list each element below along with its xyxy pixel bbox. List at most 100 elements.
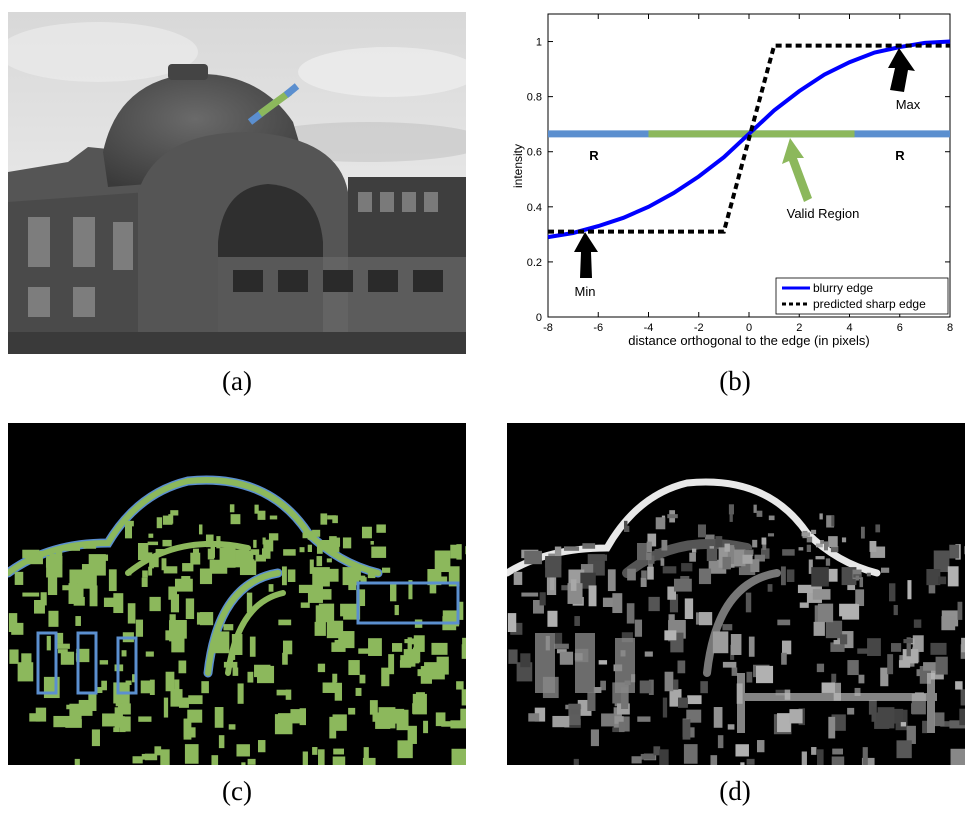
edge-fragment (660, 558, 665, 566)
edge-fragment (378, 707, 396, 729)
edge-fragment (697, 524, 706, 538)
edge-fragment (348, 660, 360, 676)
edge-fragment (367, 572, 376, 579)
edge-fragment (831, 515, 835, 527)
edge-fragment (507, 613, 517, 633)
edge-fragment (554, 643, 569, 649)
edge-fragment (646, 541, 652, 553)
edge-fragment (458, 601, 464, 620)
edge-fragment (269, 515, 278, 520)
edge-fragment (623, 525, 630, 533)
edge-fragment (667, 514, 678, 519)
edge-fragment (450, 544, 461, 559)
edge-fragment (896, 740, 912, 759)
photo-panel-a (8, 12, 466, 354)
min-arrow (574, 232, 598, 278)
edge-fragment (626, 603, 635, 624)
edge-fragment (91, 554, 109, 561)
edge-fragment (329, 716, 337, 739)
edge-fragment (521, 592, 539, 597)
x-tick-label: -2 (694, 322, 704, 334)
edge-fragment (322, 682, 337, 693)
edge-fragment (429, 580, 437, 594)
edge-fragment (777, 619, 791, 626)
edge-fragment (211, 755, 219, 765)
edge-fragment (880, 667, 889, 687)
r-label-left: R (589, 148, 599, 163)
edge-fragment (427, 569, 442, 586)
edge-fragment (327, 515, 336, 520)
edge-fragment (243, 554, 254, 562)
edge-fragment (780, 566, 786, 586)
edge-fragment (399, 660, 412, 668)
edge-fragment (858, 674, 865, 684)
edge-fragment (618, 721, 625, 733)
edge-fragment (125, 520, 134, 527)
edge-fragment (841, 537, 847, 543)
edge-fragment (813, 621, 825, 636)
edge-fragment (408, 580, 413, 600)
edge-fragment (524, 550, 542, 565)
edge-fragment (241, 762, 246, 765)
edge-fragment (828, 536, 838, 548)
edge-fragment (609, 716, 624, 724)
edge-fragment (110, 716, 125, 724)
edge-fragment (673, 578, 692, 592)
edge-fragment (727, 724, 735, 730)
edge-fragment (574, 616, 580, 626)
edge-fragment (8, 613, 18, 633)
edge-fragment (691, 548, 697, 553)
edge-fragment (332, 515, 338, 524)
edge-fragment (698, 568, 712, 585)
edge-fragment (283, 549, 296, 556)
edge-fragment (930, 642, 947, 655)
edge-fragment (147, 552, 153, 560)
edge-fragment (332, 673, 338, 683)
edge-fragment (510, 622, 523, 635)
edge-fragment (309, 559, 314, 574)
edge-fragment (798, 547, 804, 551)
edge-fragment (122, 687, 130, 710)
edge-fragment (867, 638, 881, 656)
edge-fragment (40, 592, 47, 606)
edge-fragment (957, 601, 963, 620)
edge-fragment (285, 689, 292, 700)
edge-fragment (808, 559, 813, 574)
edge-fragment (113, 593, 124, 614)
edge-fragment (207, 548, 215, 560)
edge-fragment (688, 727, 695, 738)
edge-fragment (88, 692, 97, 711)
edge-fragment (698, 612, 713, 626)
edge-fragment (854, 687, 861, 696)
caption-a: (a) (222, 366, 252, 396)
edge-fragment (394, 604, 399, 616)
plot-area (547, 13, 951, 318)
edge-fragment (299, 547, 305, 553)
edge-fragment (746, 758, 755, 765)
edge-fragment (816, 663, 825, 673)
edge-fragment (508, 649, 518, 664)
edge-fragment (189, 727, 196, 738)
edge-fragment (677, 660, 686, 674)
edge-fragment (329, 536, 337, 547)
edge-fragment (436, 656, 449, 675)
edge-fragment (947, 566, 959, 587)
edge-fragment (326, 558, 332, 563)
edge-fragment (654, 548, 664, 561)
edge-fragment (761, 537, 767, 545)
edge-fragment (934, 712, 945, 727)
edge-fragment (331, 545, 340, 553)
edge-fragment (715, 536, 723, 548)
edge-fragment (744, 550, 754, 557)
edge-fragment (407, 637, 412, 657)
edge-fragment (232, 667, 239, 676)
edge-fragment (811, 747, 817, 755)
edge-fragment (653, 746, 661, 756)
edge-fragment (722, 624, 733, 631)
edge-fragment (313, 589, 332, 600)
edge-fragment (859, 577, 864, 588)
edge-fragment (170, 594, 180, 613)
edge-fragment (740, 762, 745, 765)
edge-fragment (631, 756, 642, 764)
edge-fragment (9, 649, 19, 664)
